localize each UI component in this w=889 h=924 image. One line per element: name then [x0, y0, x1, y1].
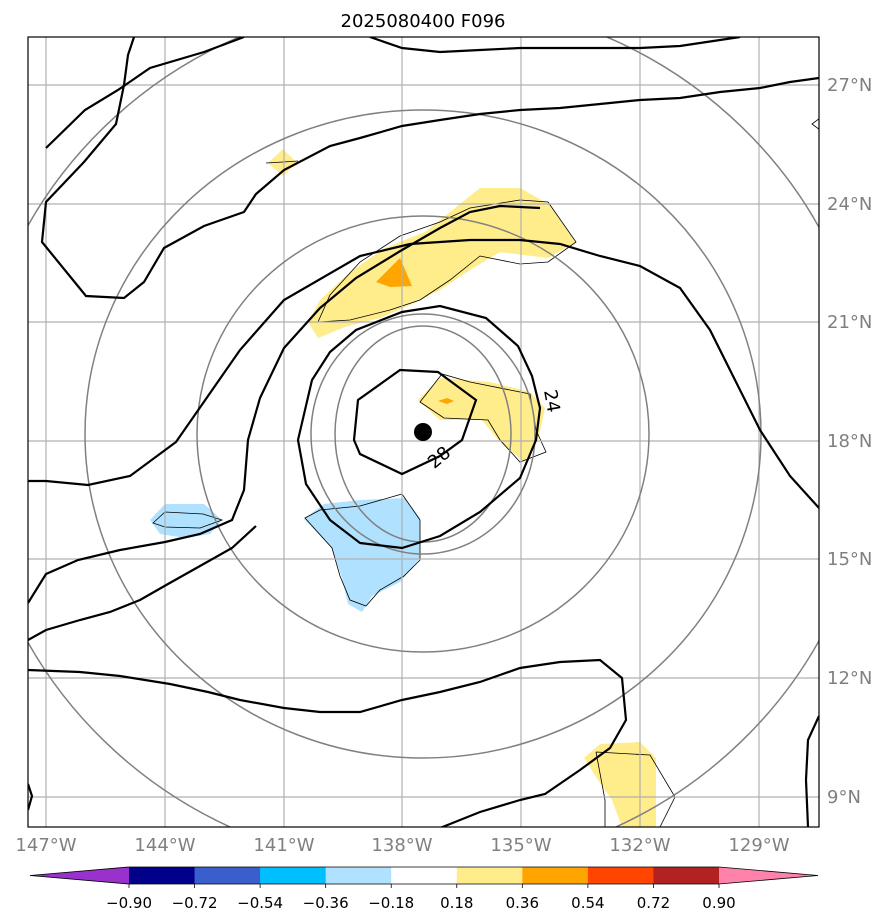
colorbar-extend-max	[719, 867, 818, 884]
strong-positive-patch	[376, 258, 412, 287]
contour-label-24: 24	[539, 388, 564, 414]
shading-outlines	[152, 118, 819, 827]
colorbar-tick-label: 0.54	[571, 894, 604, 912]
positive-anomaly-south	[584, 742, 656, 827]
map-frame	[27, 36, 820, 828]
colorbar: −0.90 −0.72 −0.54 −0.36 −0.18 0.18 0.36 0.54 0.7…	[29, 866, 819, 912]
colorbar-tick-label: −0.54	[237, 894, 283, 912]
colorbar-box	[391, 867, 458, 884]
longitude-labels: 147°W 144°W 141°W 138°W 135°W 132°W 129°…	[15, 835, 789, 856]
colorbar-tick-label: 0.36	[506, 894, 539, 912]
colorbar-box	[325, 867, 392, 884]
lat-label: 21°N	[827, 312, 872, 333]
colorbar-tick-label: 0.18	[440, 894, 473, 912]
lat-label: 27°N	[827, 75, 872, 96]
lon-label: 135°W	[490, 835, 551, 856]
strong-positive-dot	[438, 398, 454, 404]
colorbar-tick-label: −0.18	[368, 894, 414, 912]
lon-label: 141°W	[253, 835, 314, 856]
colorbar-box	[129, 867, 196, 884]
colorbar-box	[456, 867, 523, 884]
lat-label: 18°N	[827, 431, 872, 452]
colorbar-tick-label: −0.90	[106, 894, 152, 912]
colorbar-box	[522, 867, 589, 884]
lon-label: 138°W	[371, 835, 432, 856]
map-area: 24 28	[28, 37, 819, 827]
lat-label: 12°N	[827, 668, 872, 689]
black-contours	[28, 37, 819, 827]
lat-label: 9°N	[827, 787, 861, 808]
lat-label: 24°N	[827, 194, 872, 215]
colorbar-tick-label: 0.90	[702, 894, 735, 912]
colorbar-tick-label: −0.72	[172, 894, 218, 912]
lon-label: 147°W	[15, 835, 76, 856]
lon-label: 144°W	[134, 835, 195, 856]
colorbar-box	[260, 867, 327, 884]
lon-label: 129°W	[728, 835, 789, 856]
lon-label: 132°W	[609, 835, 670, 856]
colorbar-extend-min	[30, 867, 129, 884]
colorbar-tick-label: 0.72	[637, 894, 670, 912]
graticule	[28, 37, 819, 827]
positive-anomaly-small	[268, 149, 297, 176]
colorbar-box	[194, 867, 261, 884]
colorbar-tick-label: −0.36	[303, 894, 349, 912]
figure-title: 2025080400 F096	[341, 11, 506, 32]
positive-anomaly-band	[308, 188, 576, 338]
storm-center-marker	[414, 423, 432, 441]
colorbar-box	[653, 867, 720, 884]
colorbar-box	[587, 867, 654, 884]
lat-label: 15°N	[827, 549, 872, 570]
latitude-labels: 9°N 12°N 15°N 18°N 21°N 24°N 27°N	[827, 75, 872, 808]
